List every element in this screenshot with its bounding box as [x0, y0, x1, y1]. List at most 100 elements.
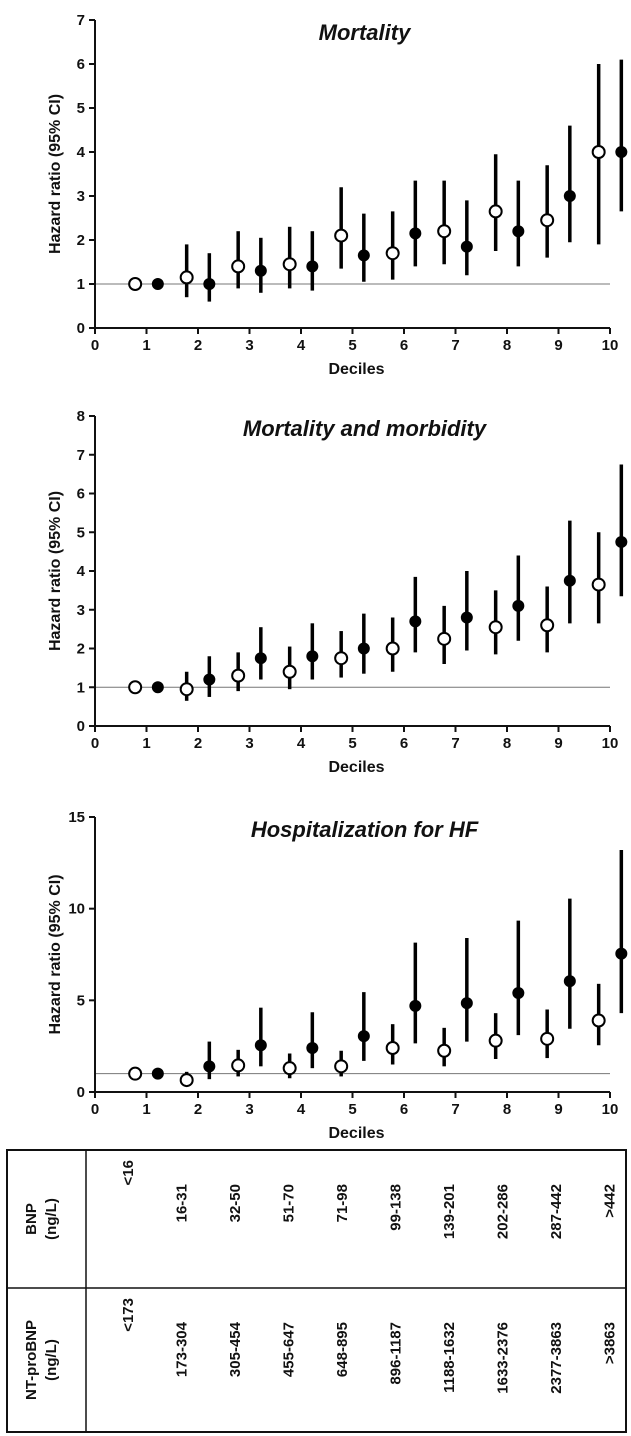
open-point [282, 1061, 297, 1076]
x-tick-label: 7 [451, 735, 459, 752]
table-cell: 202-286 [495, 1184, 512, 1239]
open-point [540, 618, 555, 633]
y-tick-label: 4 [77, 563, 86, 580]
filled-point [203, 278, 216, 290]
open-point [334, 651, 349, 666]
panel-title: Hospitalization for HF [251, 817, 479, 842]
filled-point [357, 249, 370, 262]
x-tick-label: 0 [91, 735, 99, 752]
filled-point [409, 615, 422, 628]
x-tick-label: 4 [297, 337, 306, 354]
table-cell: 1633-2376 [495, 1322, 512, 1394]
y-tick-label: 5 [77, 524, 85, 541]
open-point [437, 1043, 452, 1058]
x-axis-title: Deciles [328, 1125, 384, 1142]
filled-point [615, 947, 628, 960]
y-tick-label: 7 [77, 12, 85, 29]
open-point [488, 204, 503, 219]
open-point [540, 213, 555, 228]
table-cell: 99-138 [388, 1184, 405, 1231]
y-tick-label: 3 [77, 188, 85, 205]
table-cell: <173 [120, 1298, 137, 1332]
y-tick-label: 2 [77, 641, 85, 658]
filled-point [615, 146, 628, 158]
x-tick-label: 8 [503, 735, 511, 752]
open-point [385, 1041, 400, 1055]
x-tick-label: 1 [142, 735, 150, 752]
y-tick-label: 8 [77, 408, 85, 425]
table-cell: 896-1187 [388, 1322, 405, 1385]
x-tick-label: 10 [602, 337, 619, 354]
filled-point [409, 227, 422, 240]
y-tick-label: 6 [77, 486, 85, 503]
filled-point [254, 1039, 267, 1052]
open-point [385, 246, 400, 261]
filled-point [254, 264, 267, 277]
filled-point [306, 650, 319, 663]
open-point [282, 664, 297, 679]
x-tick-label: 10 [602, 1101, 619, 1118]
filled-point [512, 987, 525, 999]
filled-point [151, 278, 164, 290]
table-cell: 305-454 [227, 1321, 244, 1377]
x-axis-title: Deciles [328, 759, 384, 776]
table-cell: 455-647 [281, 1322, 298, 1377]
filled-point [512, 599, 525, 612]
open-point [128, 277, 143, 291]
y-tick-label: 5 [77, 100, 85, 117]
x-tick-label: 0 [91, 337, 99, 354]
table-cell: >442 [602, 1184, 619, 1218]
open-point [282, 257, 297, 272]
y-tick-label: 3 [77, 602, 85, 619]
x-tick-label: 5 [348, 1101, 356, 1118]
chart-panel-3: 0 5 10 15 0 1 2 3 4 5 6 7 8 9 10 Deciles Hazard ratio (9… [47, 809, 628, 1142]
x-tick-label: 9 [554, 1101, 562, 1118]
filled-point [460, 997, 473, 1010]
x-tick-label: 6 [400, 735, 408, 752]
y-axis-title: Hazard ratio (95% CI) [47, 874, 64, 1034]
open-point [334, 1059, 349, 1074]
y-tick-label: 7 [77, 447, 85, 464]
y-tick-label: 2 [77, 232, 85, 249]
x-tick-label: 10 [602, 735, 619, 752]
x-tick-label: 3 [245, 1101, 253, 1118]
table-cell: 2377-3863 [548, 1322, 565, 1394]
filled-point [306, 1042, 319, 1054]
open-point [128, 680, 143, 695]
filled-point [151, 681, 164, 694]
table-cell: 648-895 [334, 1322, 351, 1377]
open-point [385, 641, 400, 656]
chart-panel-2: 0 1 2 3 4 5 6 7 8 0 1 2 3 4 5 6 7 8 9 10 Deciles Hazard ratio… [47, 408, 628, 776]
table-row-header: (ng/L) [43, 1339, 60, 1381]
table-row-header: BNP [23, 1203, 40, 1235]
filled-point [512, 225, 525, 238]
y-tick-label: 0 [77, 718, 85, 735]
x-tick-label: 9 [554, 337, 562, 354]
x-tick-label: 7 [451, 337, 459, 354]
y-tick-label: 5 [77, 992, 85, 1009]
filled-point [151, 1067, 164, 1080]
filled-point [357, 642, 370, 655]
y-tick-label: 10 [68, 901, 85, 918]
y-axis-title: Hazard ratio (95% CI) [47, 491, 64, 651]
open-point [334, 228, 349, 243]
table-cell: >3863 [602, 1322, 619, 1364]
open-point [179, 270, 194, 285]
open-point [231, 259, 246, 274]
table-cell: 16-31 [174, 1184, 191, 1222]
table-row-header: NT-proBNP [23, 1320, 40, 1400]
open-point [591, 1013, 606, 1028]
table-cell: 51-70 [281, 1184, 298, 1222]
table-cell: 71-98 [334, 1184, 351, 1222]
x-tick-label: 3 [245, 337, 253, 354]
x-tick-label: 4 [297, 735, 306, 752]
table-cell: 287-442 [548, 1184, 565, 1239]
panel-title: Mortality [319, 20, 412, 45]
table-cell: 173-304 [174, 1321, 191, 1377]
x-tick-label: 3 [245, 735, 253, 752]
y-tick-label: 15 [68, 809, 85, 826]
y-axis-title: Hazard ratio (95% CI) [47, 94, 64, 254]
y-tick-label: 6 [77, 56, 85, 73]
x-tick-label: 1 [142, 337, 150, 354]
